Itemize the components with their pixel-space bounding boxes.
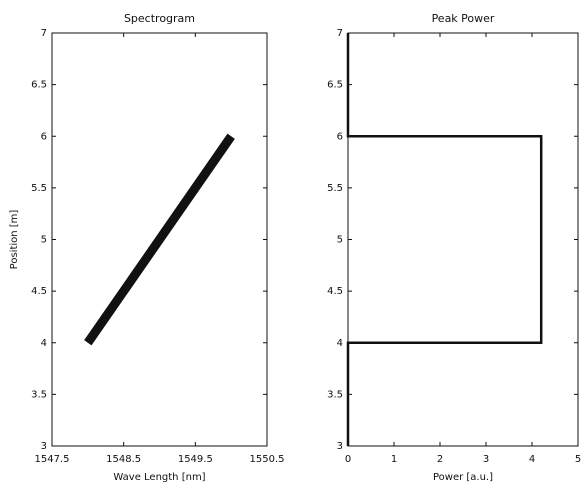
x-tick-label: 1549.5 bbox=[178, 454, 213, 465]
x-tick-label: 5 bbox=[575, 454, 581, 465]
x-tick-label: 1547.5 bbox=[35, 454, 70, 465]
y-tick-label: 5.5 bbox=[31, 183, 47, 194]
chart-title: Spectrogram bbox=[124, 12, 195, 25]
data-line bbox=[84, 133, 235, 346]
y-tick-label: 3.5 bbox=[327, 389, 343, 400]
y-tick-label: 5.5 bbox=[327, 183, 343, 194]
y-tick-label: 4 bbox=[337, 338, 343, 349]
y-tick-label: 3.5 bbox=[31, 389, 47, 400]
x-tick-label: 3 bbox=[483, 454, 489, 465]
x-axis-label: Power [a.u.] bbox=[433, 472, 493, 483]
y-tick-label: 3 bbox=[337, 441, 343, 452]
x-tick-label: 0 bbox=[345, 454, 351, 465]
y-tick-label: 6 bbox=[337, 131, 343, 142]
x-tick-label: 2 bbox=[437, 454, 443, 465]
y-tick-label: 4.5 bbox=[327, 286, 343, 297]
x-tick-label: 4 bbox=[529, 454, 535, 465]
y-tick-label: 4 bbox=[41, 338, 47, 349]
chart-title: Peak Power bbox=[432, 12, 495, 25]
y-tick-label: 6 bbox=[41, 131, 47, 142]
x-tick-label: 1548.5 bbox=[106, 454, 141, 465]
y-tick-label: 6.5 bbox=[327, 80, 343, 91]
data-line bbox=[346, 33, 543, 446]
x-tick-label: 1550.5 bbox=[250, 454, 285, 465]
y-tick-label: 4.5 bbox=[31, 286, 47, 297]
y-tick-label: 5 bbox=[41, 235, 47, 246]
x-tick-label: 1 bbox=[391, 454, 397, 465]
y-tick-label: 3 bbox=[41, 441, 47, 452]
y-axis-label: Position [m] bbox=[9, 210, 20, 270]
y-tick-label: 6.5 bbox=[31, 80, 47, 91]
y-tick-label: 5 bbox=[337, 235, 343, 246]
y-tick-label: 7 bbox=[41, 28, 47, 39]
axes-box bbox=[347, 32, 579, 447]
x-axis-label: Wave Length [nm] bbox=[113, 472, 205, 483]
y-tick-label: 7 bbox=[337, 28, 343, 39]
